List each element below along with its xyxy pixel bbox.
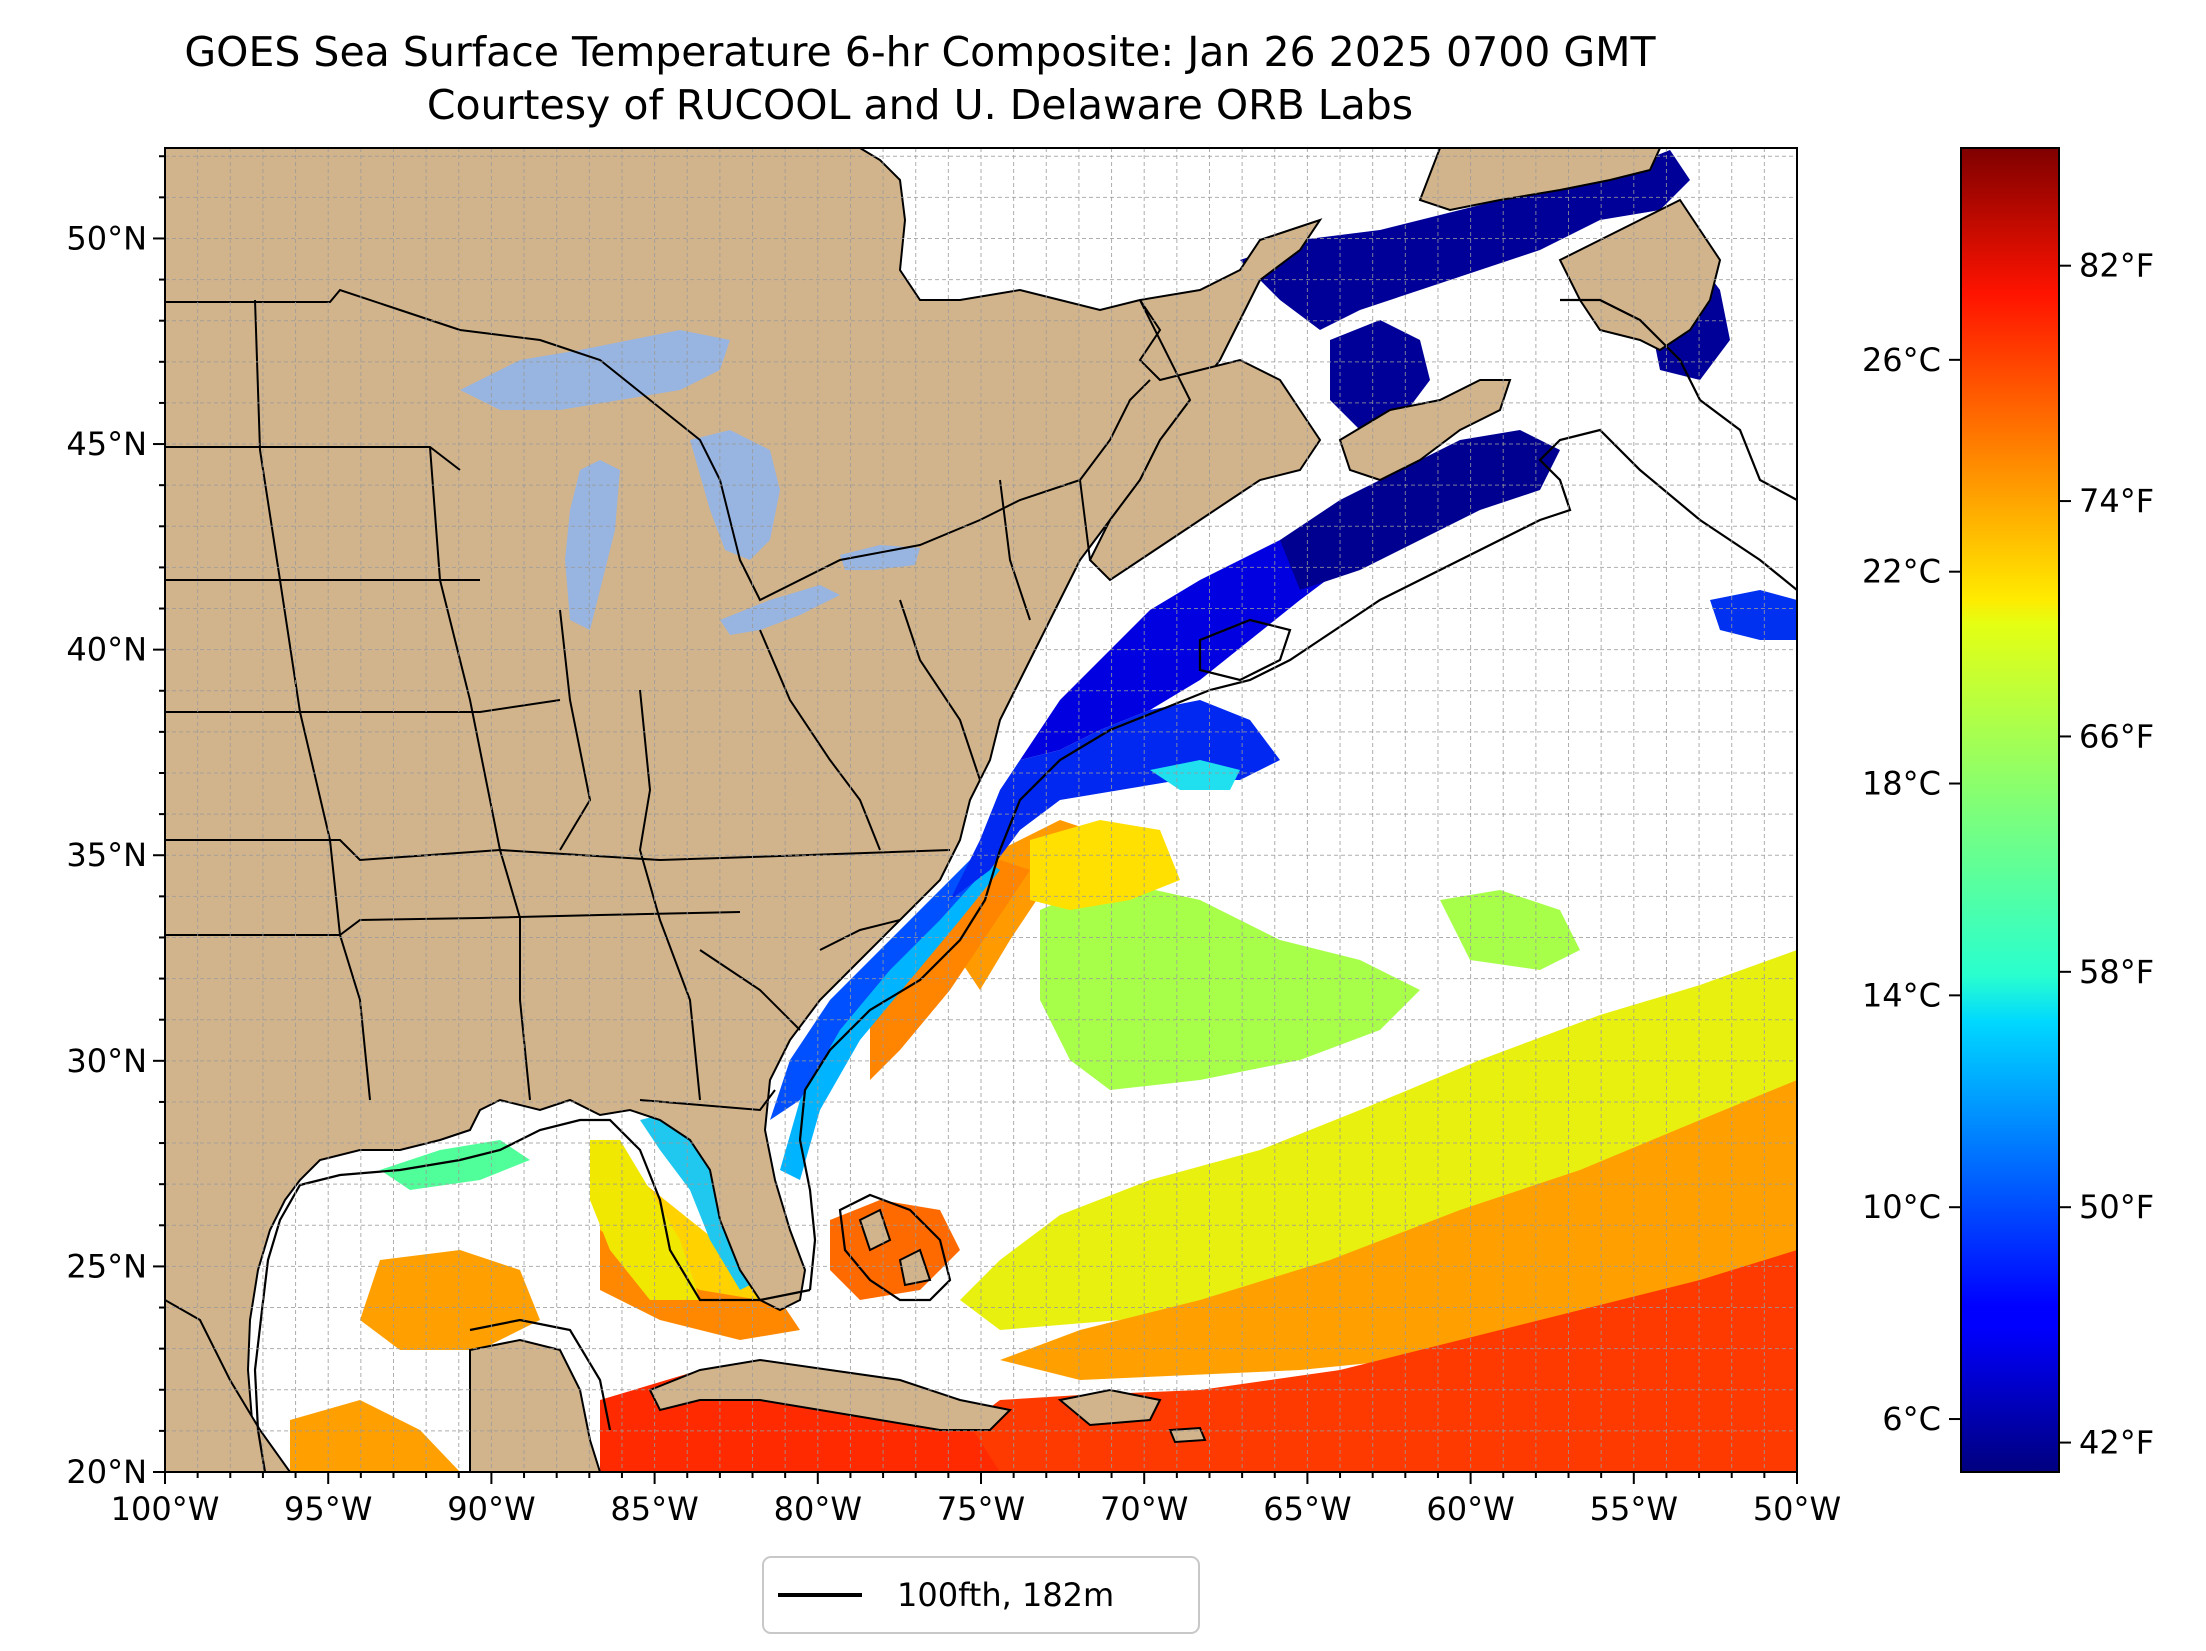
land bbox=[165, 148, 1722, 1472]
sst-mid-atlantic-green bbox=[1040, 880, 1420, 1090]
land-bahamas-1 bbox=[858, 1208, 892, 1252]
colorbar-fahrenheit-label: 66°F bbox=[2079, 717, 2154, 755]
lat-tick-label: 20°N bbox=[66, 1453, 147, 1491]
colorbar-fahrenheit-label: 82°F bbox=[2079, 247, 2154, 285]
colorbar-celsius-label: 22°C bbox=[1862, 553, 1941, 591]
colorbar-celsius-label: 26°C bbox=[1862, 341, 1941, 379]
state-line-7 bbox=[429, 446, 531, 1101]
isobath-newfoundland bbox=[1560, 298, 1797, 501]
land-bahamas-2 bbox=[898, 1248, 932, 1287]
lon-tick-label: 50°W bbox=[1753, 1490, 1841, 1528]
state-line-14 bbox=[1079, 479, 1091, 561]
land-nova-scotia bbox=[1338, 379, 1512, 482]
colorbar-celsius-label: 18°C bbox=[1862, 765, 1941, 803]
sst-caribbean-red bbox=[960, 1250, 1797, 1472]
state-line-15 bbox=[819, 919, 901, 951]
lon-tick-label: 65°W bbox=[1263, 1490, 1351, 1528]
sst-gulfstream-yellow bbox=[1030, 820, 1180, 910]
land-labrador bbox=[1418, 148, 1662, 212]
colorbar-fahrenheit-label: 58°F bbox=[2079, 953, 2154, 991]
lake-superior bbox=[460, 330, 730, 410]
us-canada-border bbox=[165, 288, 1151, 602]
land-cuba bbox=[648, 1358, 1013, 1431]
lat-tick-label: 45°N bbox=[66, 425, 147, 463]
lat-tick-label: 30°N bbox=[66, 1042, 147, 1080]
sst-southeast-inner bbox=[770, 860, 985, 1120]
isobath-georges-bank bbox=[1198, 618, 1292, 682]
state-line-3 bbox=[165, 699, 561, 713]
lake-huron bbox=[690, 430, 780, 560]
land-hispaniola bbox=[1057, 1388, 1162, 1427]
isobath-bahamas bbox=[838, 1193, 952, 1302]
lat-tick-label: 35°N bbox=[66, 836, 147, 874]
sst-mid-atlantic-green-2 bbox=[1440, 890, 1580, 970]
colorbar-celsius-label: 14°C bbox=[1862, 976, 1941, 1014]
map-area: 100°W 95°W 90°W 85°W 80°W 75°W 70°W 65°W 60°W 55°… bbox=[66, 147, 1841, 1528]
isobath-gulf-loop bbox=[253, 1118, 811, 1472]
colorbar-fahrenheit-label: 42°F bbox=[2079, 1424, 2154, 1462]
colorbar-celsius-label: 6°C bbox=[1882, 1400, 1941, 1438]
legend: 100fth, 182m bbox=[762, 1556, 1200, 1634]
lon-tick-label: 70°W bbox=[1100, 1490, 1188, 1528]
lon-tick-label: 85°W bbox=[610, 1490, 698, 1528]
lon-tick-label: 90°W bbox=[447, 1490, 535, 1528]
sst-gulfstream-core bbox=[870, 860, 1030, 1080]
sst-slope-cyan bbox=[1150, 760, 1240, 790]
colorbar-fahrenheit-label: 74°F bbox=[2079, 482, 2154, 520]
sst-sargasso-orange bbox=[1000, 1080, 1797, 1380]
gridlines bbox=[165, 148, 1797, 1472]
great-lakes bbox=[460, 330, 920, 635]
lake-michigan bbox=[565, 460, 620, 630]
sst-mexico-coast bbox=[290, 1400, 460, 1472]
state-line-5 bbox=[165, 911, 741, 936]
state-line-13 bbox=[999, 479, 1031, 621]
lat-tick-label: 50°N bbox=[66, 219, 147, 257]
political-boundaries bbox=[165, 288, 1151, 1112]
land-new-england bbox=[1088, 299, 1322, 582]
state-line-11 bbox=[639, 1089, 776, 1112]
colorbar-gradient bbox=[1960, 147, 2060, 1473]
map-layers bbox=[165, 148, 1797, 1472]
legend-label-100fth: 100fth, 182m bbox=[897, 1576, 1114, 1614]
state-line-12 bbox=[899, 599, 981, 781]
lat-tick-label: 40°N bbox=[66, 631, 147, 669]
lon-tick-label: 80°W bbox=[774, 1490, 862, 1528]
legend-box bbox=[762, 1556, 1200, 1634]
sst-gulf-st-lawrence-navy bbox=[1240, 150, 1690, 330]
map-title-line-1: GOES Sea Surface Temperature 6-hr Compos… bbox=[184, 28, 1656, 76]
lon-tick-label: 100°W bbox=[111, 1490, 220, 1528]
land-newfoundland bbox=[1558, 198, 1722, 352]
lake-ontario bbox=[840, 545, 920, 570]
state-line-8 bbox=[559, 609, 592, 851]
sst-hatteras-blue bbox=[950, 700, 1280, 900]
lon-tick-label: 55°W bbox=[1590, 1490, 1678, 1528]
isobath-yucatan bbox=[469, 1318, 612, 1431]
land-yucatan bbox=[469, 1338, 602, 1472]
lon-tick-label: 60°W bbox=[1426, 1490, 1514, 1528]
colorbar: 6°C 10°C 14°C 18°C 22°C 26°C 42°F 50°F 58°F 66°F 7… bbox=[1862, 147, 2154, 1473]
lake-erie bbox=[720, 585, 840, 635]
sst-nova-scotia-navy bbox=[1280, 430, 1560, 590]
state-line-10 bbox=[759, 629, 881, 851]
colorbar-celsius-label: 10°C bbox=[1862, 1188, 1941, 1226]
lon-tick-label: 95°W bbox=[284, 1490, 372, 1528]
colorbar-ticks: 6°C 10°C 14°C 18°C 22°C 26°C 42°F 50°F 58°F 66°F 7… bbox=[1862, 247, 2154, 1462]
lon-tick-label: 75°W bbox=[937, 1490, 1025, 1528]
lat-tick-label: 25°N bbox=[66, 1247, 147, 1285]
axis-ticks: 100°W 95°W 90°W 85°W 80°W 75°W 70°W 65°W 60°W 55°… bbox=[66, 155, 1841, 1528]
sst-gulf-yellow-shelf bbox=[590, 1140, 700, 1300]
land-puerto-rico bbox=[1168, 1426, 1207, 1444]
map-title-line-2: Courtesy of RUCOOL and U. Delaware ORB L… bbox=[426, 81, 1414, 129]
colorbar-fahrenheit-label: 50°F bbox=[2079, 1188, 2154, 1226]
